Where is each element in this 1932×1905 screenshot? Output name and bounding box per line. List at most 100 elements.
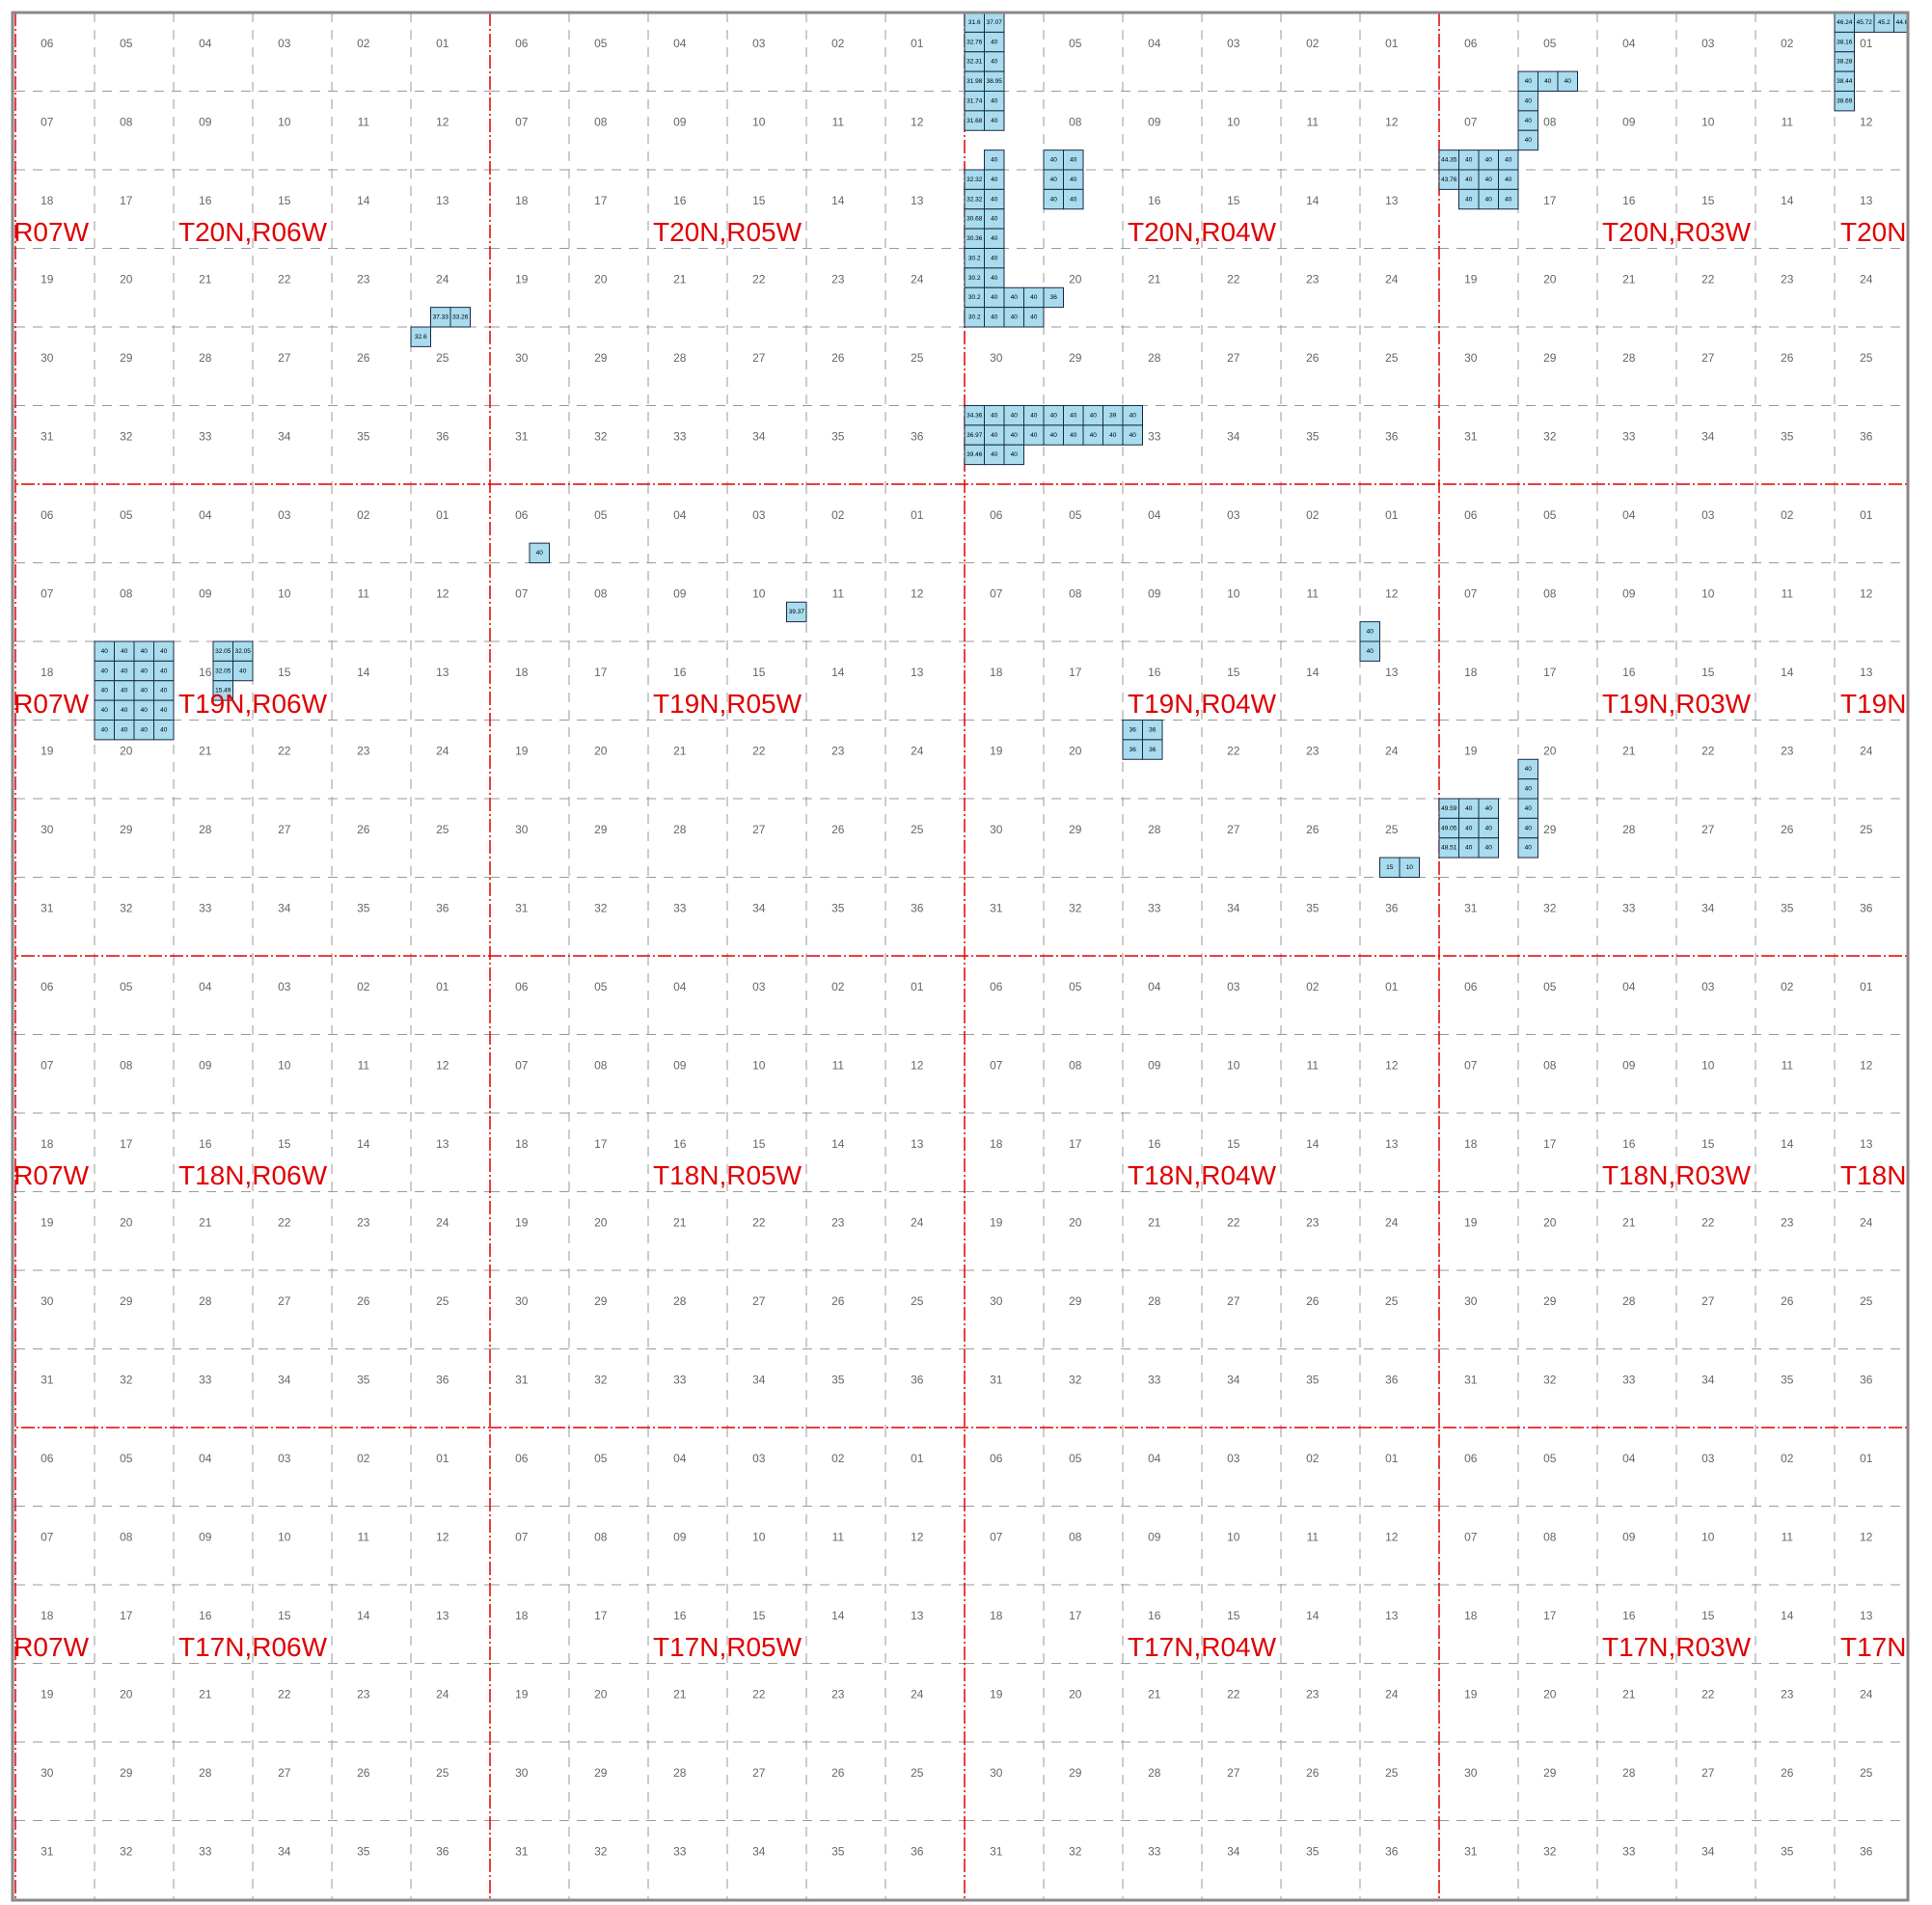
section-number: 13 xyxy=(1385,194,1399,207)
section-number: 30 xyxy=(990,823,1003,836)
section-number: 14 xyxy=(1306,1609,1320,1622)
section-number: 08 xyxy=(1543,586,1557,600)
section-number: 05 xyxy=(1543,980,1557,993)
section-number: 05 xyxy=(120,980,133,993)
section-number: 13 xyxy=(1860,194,1873,207)
section-number: 30 xyxy=(515,1294,529,1308)
section-number: 04 xyxy=(1148,1452,1161,1465)
parcel-label: 40 xyxy=(160,707,168,714)
page: {"map": { "townships": [ ["T20N,R07W","T… xyxy=(0,0,1932,1905)
parcel-label: 31.68 xyxy=(966,118,983,124)
parcel-label: 40 xyxy=(991,255,998,261)
section-number: 27 xyxy=(278,1294,291,1308)
section-number: 23 xyxy=(831,1215,845,1229)
section-number: 18 xyxy=(515,1609,529,1622)
section-number: 22 xyxy=(1227,744,1240,757)
section-number: 14 xyxy=(1781,1137,1794,1151)
section-number: 10 xyxy=(1227,115,1240,128)
section-number: 18 xyxy=(990,1137,1003,1151)
parcel-label: 36 xyxy=(1149,726,1156,733)
section-number: 35 xyxy=(1781,901,1794,914)
parcel-label: 40 xyxy=(141,726,149,733)
section-number: 32 xyxy=(1543,1844,1557,1858)
section-number: 21 xyxy=(1148,1687,1161,1701)
section-number: 24 xyxy=(1860,1687,1873,1701)
section-number: 27 xyxy=(1227,1766,1240,1780)
parcel-label: 40 xyxy=(1050,177,1058,183)
section-number: 19 xyxy=(41,1215,54,1229)
section-number: 09 xyxy=(1148,115,1161,128)
section-number: 25 xyxy=(436,823,449,836)
section-number: 07 xyxy=(990,1058,1003,1072)
section-number: 06 xyxy=(990,980,1003,993)
section-number: 07 xyxy=(515,1058,529,1072)
section-number: 13 xyxy=(1385,666,1399,679)
section-number: 09 xyxy=(1622,115,1636,128)
parcel-label: 40 xyxy=(121,726,128,733)
parcel-label: 40 xyxy=(991,196,998,203)
section-number: 21 xyxy=(1622,1215,1636,1229)
section-number: 11 xyxy=(832,1058,845,1072)
section-number: 15 xyxy=(1701,1609,1715,1622)
section-number: 24 xyxy=(436,1215,449,1229)
section-number: 32 xyxy=(1069,1373,1082,1386)
parcel-label: 40 xyxy=(1485,196,1493,203)
section-number: 19 xyxy=(990,1687,1003,1701)
section-number: 33 xyxy=(1622,901,1636,914)
section-number: 25 xyxy=(436,1294,449,1308)
section-number: 25 xyxy=(911,1766,924,1780)
township-label: T20N,R06W xyxy=(178,217,328,247)
section-number: 15 xyxy=(278,666,291,679)
parcel-label: 40 xyxy=(160,688,168,694)
parcel-label: 40 xyxy=(1525,137,1533,144)
section-number: 22 xyxy=(1701,1215,1715,1229)
section-number: 32 xyxy=(120,429,133,443)
section-number: 17 xyxy=(1543,1609,1557,1622)
section-number: 34 xyxy=(278,429,291,443)
section-number: 14 xyxy=(357,194,370,207)
parcel-label: 30.68 xyxy=(966,216,983,223)
section-number: 25 xyxy=(911,823,924,836)
section-number: 14 xyxy=(831,1609,845,1622)
parcel-label: 40 xyxy=(1070,432,1077,439)
section-number: 20 xyxy=(120,1215,133,1229)
section-number: 07 xyxy=(41,1530,54,1543)
section-number: 32 xyxy=(120,1844,133,1858)
section-number: 35 xyxy=(357,429,370,443)
section-number: 17 xyxy=(120,1137,133,1151)
section-number: 09 xyxy=(199,1530,212,1543)
section-number: 07 xyxy=(1464,1058,1478,1072)
parcel-label: 45.2 xyxy=(1878,19,1891,26)
parcel-label: 30.2 xyxy=(968,314,981,321)
section-number: 11 xyxy=(358,1530,370,1543)
section-number: 08 xyxy=(594,586,608,600)
section-number: 32 xyxy=(1543,429,1557,443)
section-number: 32 xyxy=(120,901,133,914)
section-number: 20 xyxy=(120,1687,133,1701)
section-number: 09 xyxy=(199,586,212,600)
section-number: 23 xyxy=(1306,1215,1320,1229)
section-number: 05 xyxy=(1543,508,1557,522)
section-number: 35 xyxy=(1306,901,1320,914)
section-number: 01 xyxy=(436,508,449,522)
section-number: 24 xyxy=(1385,1687,1399,1701)
section-number: 34 xyxy=(752,901,766,914)
section-number: 20 xyxy=(120,272,133,286)
parcel-label: 40 xyxy=(991,294,998,301)
section-number: 05 xyxy=(594,37,608,50)
section-number: 11 xyxy=(1307,115,1320,128)
section-number: 15 xyxy=(752,194,766,207)
parcel-label: 32.05 xyxy=(215,667,231,674)
parcel-label: 33.26 xyxy=(452,314,469,321)
section-number: 27 xyxy=(1701,351,1715,365)
section-number: 36 xyxy=(436,901,449,914)
section-number: 06 xyxy=(990,1452,1003,1465)
section-number: 11 xyxy=(358,115,370,128)
section-number: 17 xyxy=(1069,1137,1082,1151)
section-number: 19 xyxy=(515,1687,529,1701)
section-number: 17 xyxy=(594,1137,608,1151)
section-number: 11 xyxy=(1782,1058,1794,1072)
section-number: 13 xyxy=(911,194,924,207)
section-number: 23 xyxy=(357,272,370,286)
section-number: 04 xyxy=(1622,980,1636,993)
